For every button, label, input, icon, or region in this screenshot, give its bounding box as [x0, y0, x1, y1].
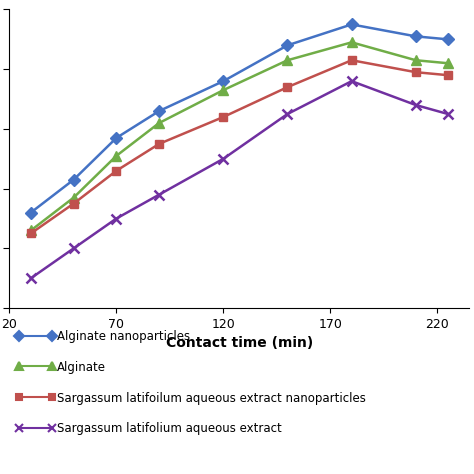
Text: Alginate nanoparticles: Alginate nanoparticles [57, 330, 190, 343]
Text: Alginate: Alginate [57, 361, 106, 374]
X-axis label: Contact time (min): Contact time (min) [166, 337, 313, 350]
Text: Sargassum latifoilum aqueous extract nanoparticles: Sargassum latifoilum aqueous extract nan… [57, 392, 366, 405]
Text: Sargassum latifolium aqueous extract: Sargassum latifolium aqueous extract [57, 422, 282, 436]
